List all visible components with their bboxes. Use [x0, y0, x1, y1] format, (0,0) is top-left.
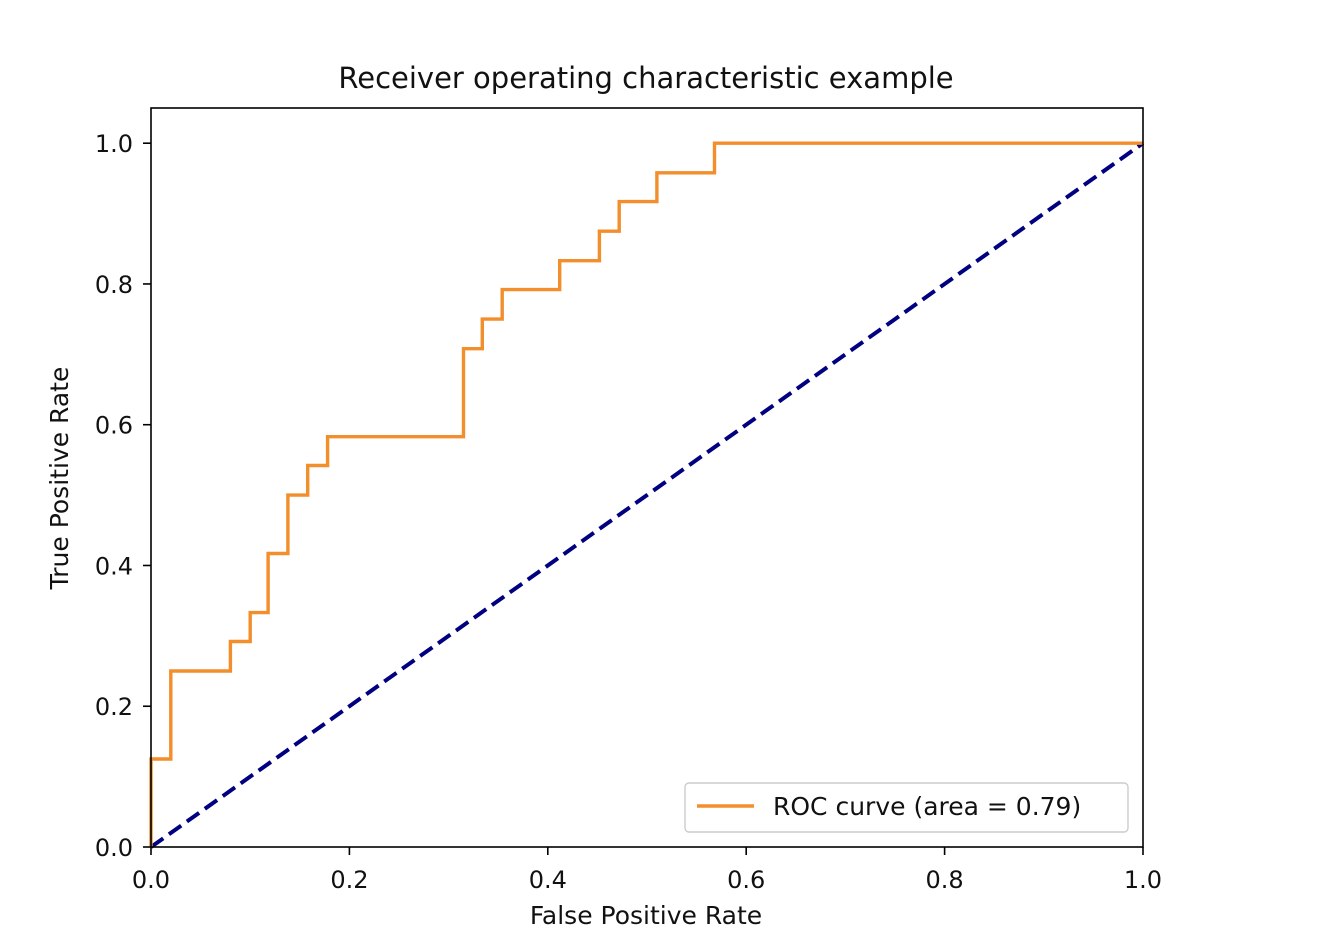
- y-axis-label: True Positive Rate: [45, 367, 74, 591]
- series-line-roc: [149, 141, 1143, 847]
- x-tick-label: 0.2: [330, 866, 368, 894]
- series-line-chance: [149, 141, 1145, 849]
- y-axis: 0.0 0.2 0.4 0.6 0.8 1.0: [95, 130, 151, 862]
- x-tick-label: 0.6: [727, 866, 765, 894]
- y-tick-label: 0.0: [95, 834, 133, 862]
- legend-box: [684, 782, 1129, 833]
- x-axis-label: False Positive Rate: [530, 901, 762, 930]
- y-tick-label: 0.6: [95, 412, 133, 440]
- x-tick-label: 1.0: [1124, 866, 1162, 894]
- legend: ROC curve (area = 0.79): [684, 782, 1129, 833]
- y-tick-label: 0.8: [95, 271, 133, 299]
- y-tick-label: 0.2: [95, 693, 133, 721]
- legend-label-roc: ROC curve (area = 0.79): [773, 792, 1081, 821]
- y-tick-label: 1.0: [95, 130, 133, 158]
- chart-title: Receiver operating characteristic exampl…: [338, 61, 953, 95]
- x-tick-label: 0.0: [132, 866, 170, 894]
- y-tick-label: 0.4: [95, 552, 133, 580]
- x-axis: 0.0 0.2 0.4 0.6 0.8 1.0: [132, 847, 1162, 894]
- plot-frame: [150, 107, 1144, 848]
- x-tick-label: 0.4: [529, 866, 567, 894]
- plot-area: [149, 141, 1145, 849]
- x-tick-label: 0.8: [926, 866, 964, 894]
